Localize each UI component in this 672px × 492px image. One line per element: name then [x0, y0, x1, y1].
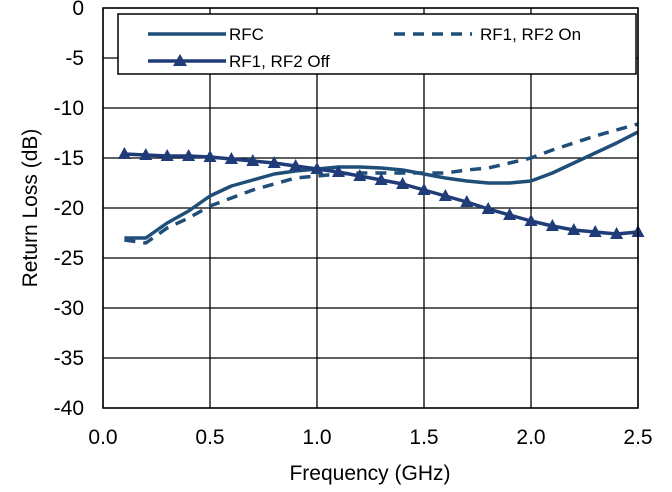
data-point-triangle [610, 227, 624, 239]
series-line-rfc [124, 130, 639, 240]
data-point-triangle [246, 154, 260, 166]
legend-box [117, 13, 637, 75]
y-tick-label: -35 [54, 347, 84, 370]
data-point-triangle [139, 148, 153, 160]
x-tick-label: 2.0 [516, 426, 545, 449]
y-tick-label: -25 [54, 247, 84, 270]
data-point-triangle [374, 173, 388, 185]
y-tick-label: -20 [54, 197, 84, 220]
data-point-triangle [353, 169, 367, 181]
data-point-triangle [396, 177, 410, 189]
y-tick-label: -10 [54, 97, 84, 120]
data-point-triangle [289, 159, 303, 171]
data-point-triangle [524, 214, 538, 226]
data-point-triangle [203, 150, 217, 162]
plot-frame [102, 7, 639, 409]
data-point-triangle [588, 225, 602, 237]
data-point-triangle [224, 152, 238, 164]
legend-item-rfc: RFC [148, 25, 264, 44]
legend-label: RFC [229, 25, 264, 44]
data-point-triangle [567, 223, 581, 235]
data-point-triangle [310, 162, 324, 174]
data-point-triangle [267, 156, 281, 168]
y-tick-label: -5 [65, 47, 84, 70]
y-tick-labels: 0 -5 -10 -15 -20 -25 -30 -35 -40 [54, 0, 84, 420]
x-tick-label: 2.5 [623, 426, 652, 449]
series-line-rf1-rf2-off [124, 152, 639, 236]
y-tick-label: 0 [72, 0, 84, 20]
x-tick-label: 0.0 [88, 426, 117, 449]
data-point-triangle [117, 147, 131, 159]
legend: RFC RF1, RF2 On RF1, RF2 Off [117, 13, 637, 75]
x-tick-label: 1.5 [409, 426, 438, 449]
triangle-marker-icon [173, 54, 187, 66]
x-tick-labels: 0.0 0.5 1.0 1.5 2.0 2.5 [88, 426, 652, 449]
data-point-triangle [481, 202, 495, 214]
legend-item-rf1-rf2-off: RF1, RF2 Off [148, 52, 330, 71]
x-axis-title: Frequency (GHz) [289, 462, 450, 485]
data-point-triangle [331, 165, 345, 177]
y-tick-label: -30 [54, 297, 84, 320]
data-point-triangle [460, 195, 474, 207]
legend-label: RF1, RF2 Off [229, 52, 330, 71]
y-tick-label: -15 [54, 147, 84, 170]
data-point-triangle [417, 183, 431, 195]
data-point-triangle [545, 219, 559, 231]
x-tick-label: 0.5 [195, 426, 224, 449]
y-axis-title: Return Loss (dB) [19, 129, 42, 288]
series-layer [117, 122, 645, 245]
data-point-triangle [182, 149, 196, 161]
data-point-triangle [438, 189, 452, 201]
data-point-triangle [503, 208, 517, 220]
y-tick-label: -40 [54, 397, 84, 420]
legend-label: RF1, RF2 On [480, 25, 581, 44]
x-tick-label: 1.0 [302, 426, 331, 449]
legend-item-rf1-rf2-on: RF1, RF2 On [394, 25, 581, 44]
data-point-triangle [160, 149, 174, 161]
